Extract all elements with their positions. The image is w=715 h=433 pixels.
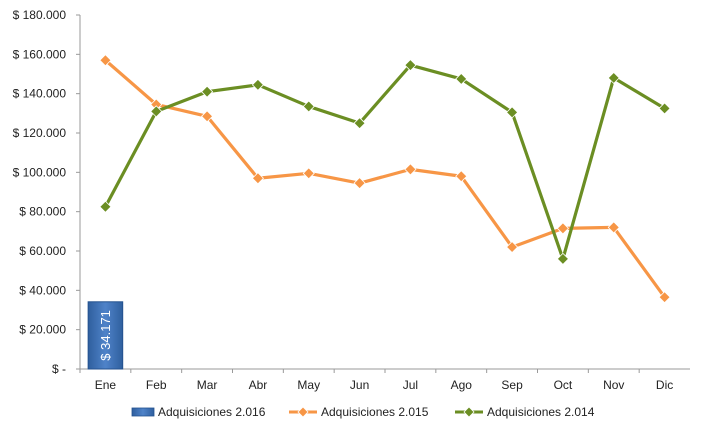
series-markers: [99, 54, 671, 304]
legend-marker: [463, 406, 475, 418]
x-tick-label: Mar: [197, 378, 218, 392]
y-tick-label: $ 20.000: [19, 323, 66, 337]
data-point: [658, 291, 671, 304]
data-point: [302, 167, 315, 180]
x-tick-label: Dic: [656, 378, 673, 392]
bar-data-label: $ 34.171: [98, 310, 113, 361]
y-tick-label: $ 160.000: [13, 47, 67, 61]
data-point: [302, 100, 315, 113]
data-point: [99, 54, 112, 67]
legend-label: Adquisiciones 2.016: [158, 405, 266, 419]
legend-swatch: [131, 407, 155, 417]
y-tick-label: $ 60.000: [19, 244, 66, 258]
data-point: [506, 106, 519, 119]
data-point: [455, 170, 468, 183]
x-tick-label: Ago: [451, 378, 473, 392]
x-tick-label: Oct: [554, 378, 573, 392]
x-tick-label: Sep: [501, 378, 523, 392]
series-line: [103, 63, 667, 261]
data-point: [607, 221, 620, 234]
bar: [87, 301, 124, 370]
y-tick-label: $ 100.000: [13, 165, 67, 179]
y-tick-label: $ 180.000: [13, 8, 67, 22]
x-tick-label: Jul: [403, 378, 418, 392]
data-point: [404, 59, 417, 72]
bars: $ 34.171: [87, 301, 124, 370]
data-point: [150, 105, 163, 118]
legend-item: Adquisiciones 2.015: [289, 405, 429, 419]
y-tick-label: $ 80.000: [19, 205, 66, 219]
y-tick-label: $ 40.000: [19, 283, 66, 297]
x-tick-label: May: [297, 378, 320, 392]
data-point: [607, 71, 620, 84]
data-point: [353, 177, 366, 190]
data-point: [251, 172, 264, 185]
legend-item: Adquisiciones 2.016: [131, 405, 266, 419]
data-point: [201, 85, 214, 98]
data-point: [99, 200, 112, 213]
data-point: [251, 78, 264, 91]
x-tick-label: Feb: [146, 378, 167, 392]
data-point: [556, 222, 569, 235]
x-tick-label: Nov: [603, 378, 624, 392]
y-tick-label: $ -: [52, 362, 66, 376]
legend-marker: [297, 406, 309, 418]
data-point: [506, 241, 519, 254]
data-point: [404, 163, 417, 176]
legend: Adquisiciones 2.016 Adquisiciones 2.015 Ad…: [131, 405, 595, 419]
legend-label: Adquisiciones 2.014: [487, 405, 595, 419]
legend-label: Adquisiciones 2.015: [321, 405, 429, 419]
data-point: [556, 252, 569, 265]
data-point: [455, 72, 468, 85]
data-point: [658, 102, 671, 115]
x-tick-label: Abr: [249, 378, 268, 392]
series-lines: [103, 58, 667, 299]
y-tick-label: $ 120.000: [13, 126, 67, 140]
y-tick-label: $ 140.000: [13, 87, 67, 101]
x-tick-label: Jun: [350, 378, 369, 392]
data-point: [353, 117, 366, 130]
axes: $ - $ 20.000 $ 40.000 $ 60.000 $ 80.000 $ 100…: [13, 8, 690, 392]
x-tick-label: Ene: [95, 378, 117, 392]
legend-item: Adquisiciones 2.014: [455, 405, 595, 419]
data-point: [201, 110, 214, 123]
